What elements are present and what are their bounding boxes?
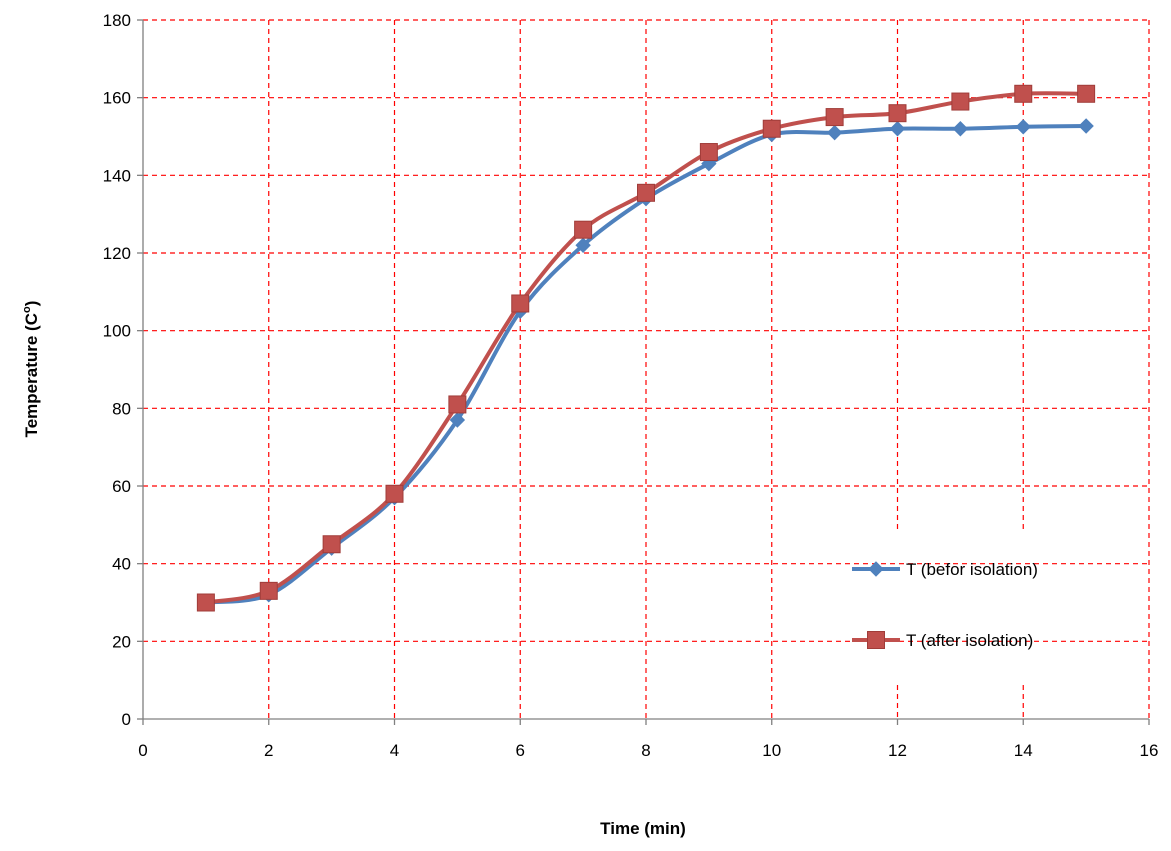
y-tick-label: 140 — [103, 166, 131, 185]
legend-item: T (after isolation) — [852, 631, 1033, 650]
diamond-data-point — [1078, 118, 1094, 134]
y-axis-title-suffix: ) — [22, 301, 41, 307]
legend: T (befor isolation) T (after isolation) — [852, 560, 1038, 650]
diamond-data-point — [449, 412, 466, 428]
x-tick-label: 2 — [264, 741, 273, 760]
legend-label: T (after isolation) — [906, 631, 1033, 650]
series-line — [205, 124, 1087, 605]
x-tick-label: 4 — [390, 741, 399, 760]
square-data-point — [825, 108, 844, 127]
x-tick-label: 6 — [516, 741, 525, 760]
series-2 — [196, 84, 1096, 612]
legend-item: T (befor isolation) — [852, 560, 1038, 579]
y-tick-label: 0 — [122, 710, 131, 729]
square-data-point — [699, 143, 718, 162]
square-data-point — [448, 395, 467, 414]
diamond-data-point — [952, 121, 969, 137]
x-tick-label: 14 — [1014, 741, 1033, 760]
y-tick-label: 160 — [103, 89, 131, 108]
axes: 0 20 40 60 80 100 120 140 160 180 0 2 4 6 8 10 12 14 16 — [103, 11, 1159, 760]
square-data-point — [637, 183, 655, 202]
y-tick-label: 180 — [103, 11, 131, 30]
grid — [143, 19, 1150, 719]
square-data-point — [1077, 84, 1096, 103]
series — [196, 84, 1096, 612]
square-data-point — [511, 294, 530, 313]
x-tick-label: 16 — [1140, 741, 1159, 760]
y-tick-label: 120 — [103, 244, 131, 263]
x-tick-label: 12 — [888, 741, 907, 760]
y-tick-label: 60 — [112, 477, 131, 496]
diamond-data-point — [889, 121, 906, 137]
diamond-data-point — [826, 124, 843, 141]
diamond-data-point — [1015, 119, 1031, 135]
legend-square-marker — [867, 631, 885, 649]
x-tick-label: 0 — [138, 741, 147, 760]
legend-label: T (befor isolation) — [906, 560, 1038, 579]
y-axis-title: Temperature (Co) — [21, 301, 41, 438]
x-tick-label: 8 — [641, 741, 650, 760]
legend-diamond-marker — [868, 561, 884, 577]
y-tick-label: 100 — [103, 322, 131, 341]
y-tick-label: 40 — [112, 555, 131, 574]
square-data-point — [574, 220, 593, 239]
y-axis-title-superscript: o — [21, 306, 33, 313]
square-data-point — [888, 104, 907, 123]
square-data-point — [259, 581, 278, 600]
square-data-point — [322, 535, 341, 554]
x-axis-title: Time (min) — [600, 819, 686, 838]
diamond-data-point — [575, 237, 591, 253]
y-tick-label: 80 — [112, 399, 131, 418]
square-data-point — [951, 92, 970, 111]
y-axis-title-main: Temperature (C — [22, 313, 41, 437]
square-data-point — [385, 484, 404, 503]
series-line — [205, 91, 1087, 605]
square-data-point — [196, 593, 215, 612]
x-tick-label: 10 — [762, 741, 781, 760]
square-data-point — [762, 119, 781, 138]
y-tick-label: 20 — [112, 632, 131, 651]
square-data-point — [1014, 84, 1033, 103]
